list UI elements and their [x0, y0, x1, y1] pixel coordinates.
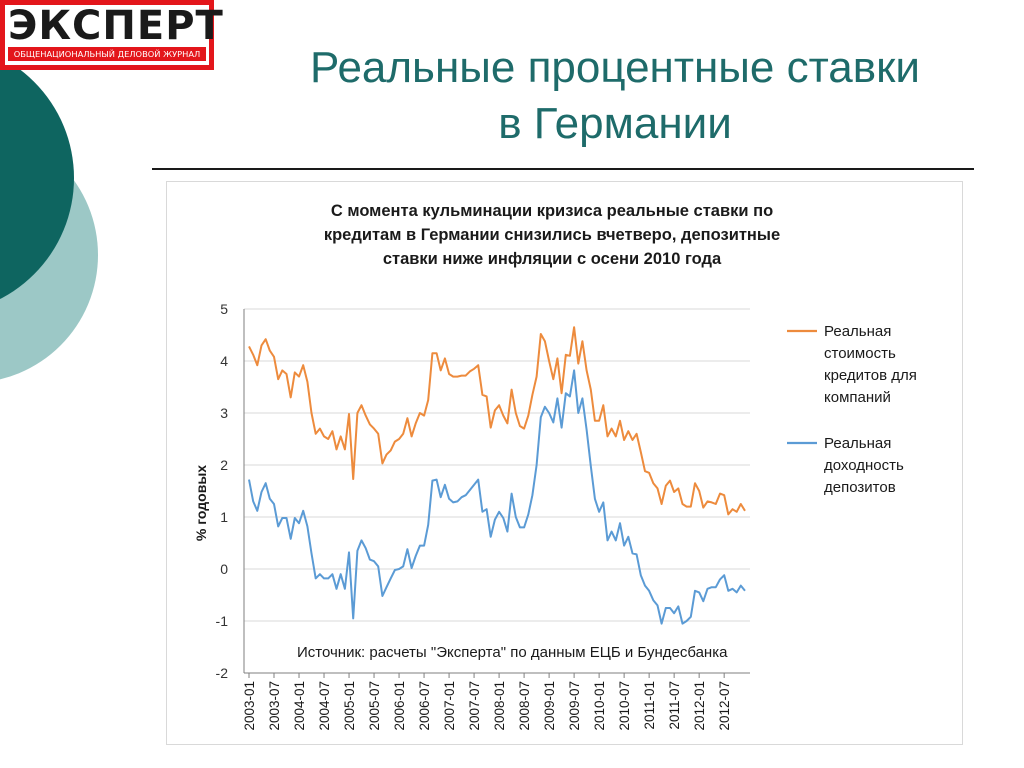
legend-label-2: Реальная — [824, 435, 891, 452]
slide-title: Реальные процентные ставки в Германии — [220, 40, 1010, 152]
x-tick-label: 2012-07 — [717, 681, 732, 731]
x-tick-label: 2009-01 — [542, 681, 557, 731]
x-tick-label: 2007-01 — [442, 681, 457, 731]
x-tick-label: 2011-07 — [667, 681, 682, 730]
x-tick-label: 2007-07 — [467, 681, 482, 731]
logo-subtitle: ОБЩЕНАЦИОНАЛЬНЫЙ ДЕЛОВОЙ ЖУРНАЛ — [8, 47, 206, 61]
x-tick-label: 2004-01 — [292, 681, 307, 731]
y-tick-label: -1 — [216, 613, 229, 629]
legend-label-1: стоимость — [824, 345, 896, 362]
slide-title-line2: в Германии — [498, 99, 732, 148]
y-tick-label: 0 — [220, 561, 228, 577]
chart-title-line: ставки ниже инфляции с осени 2010 года — [383, 250, 722, 268]
logo-wordmark: ЭКСПЕРТ — [8, 3, 224, 49]
legend-label-2: депозитов — [824, 479, 896, 496]
title-divider — [152, 168, 974, 170]
x-tick-label: 2005-07 — [367, 681, 382, 731]
decorative-circles — [0, 56, 98, 380]
x-tick-label: 2008-01 — [492, 681, 507, 731]
y-tick-label: 2 — [220, 457, 228, 473]
y-tick-label: -2 — [216, 665, 229, 681]
x-tick-label: 2009-07 — [567, 681, 582, 731]
x-tick-label: 2005-01 — [342, 681, 357, 731]
legend-label-1: кредитов для — [824, 367, 917, 384]
x-tick-label: 2010-01 — [592, 681, 607, 731]
y-tick-label: 4 — [220, 353, 228, 369]
x-tick-label: 2004-07 — [317, 681, 332, 731]
chart-frame: С момента кульминации кризиса реальные с… — [166, 181, 963, 745]
series-line-1 — [248, 326, 746, 516]
x-tick-label: 2010-07 — [617, 681, 632, 731]
x-tick-label: 2006-07 — [417, 681, 432, 731]
dark-teal-circle — [0, 56, 74, 300]
x-tick-label: 2006-01 — [392, 681, 407, 731]
y-tick-label: 3 — [220, 405, 228, 421]
chart-title-line: С момента кульминации кризиса реальные с… — [331, 202, 773, 220]
x-tick-label: 2003-07 — [267, 681, 282, 731]
y-axis-title: % годовых — [193, 465, 209, 541]
line-chart: С момента кульминации кризиса реальные с… — [193, 202, 917, 731]
chart-title-line: кредитам в Германии снизились вчетверо, … — [324, 226, 780, 244]
y-tick-label: 5 — [220, 301, 228, 317]
slide-title-line1: Реальные процентные ставки — [310, 43, 920, 92]
series-line-2 — [248, 369, 746, 625]
legend-label-1: компаний — [824, 389, 891, 406]
expert-logo: ЭКСПЕРТ ОБЩЕНАЦИОНАЛЬНЫЙ ДЕЛОВОЙ ЖУРНАЛ — [0, 0, 223, 70]
x-tick-label: 2003-01 — [242, 681, 257, 731]
legend-label-2: доходность — [824, 457, 904, 474]
legend-label-1: Реальная — [824, 323, 891, 340]
x-tick-label: 2008-07 — [517, 681, 532, 731]
x-tick-label: 2011-01 — [642, 681, 657, 730]
y-tick-label: 1 — [220, 509, 228, 525]
x-tick-label: 2012-01 — [692, 681, 707, 731]
source-annotation: Источник: расчеты "Эксперта" по данным Е… — [297, 644, 728, 661]
